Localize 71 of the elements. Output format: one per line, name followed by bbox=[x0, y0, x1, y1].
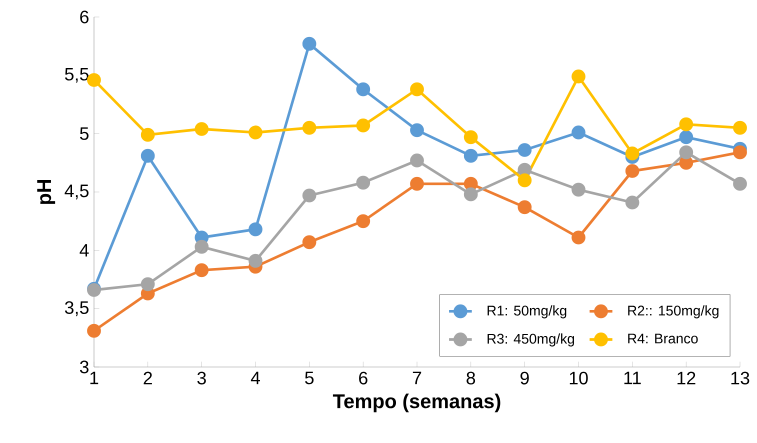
point bbox=[625, 196, 640, 210]
point bbox=[140, 128, 155, 142]
point bbox=[87, 324, 101, 338]
point bbox=[679, 117, 694, 132]
legend-label: R1: 50mg/kg bbox=[488, 305, 566, 318]
x-tick-label: 12 bbox=[678, 372, 696, 384]
x-tick-label: 1 bbox=[90, 372, 98, 384]
y-tick-label: 4,5 bbox=[64, 184, 89, 200]
point bbox=[572, 70, 586, 84]
x-tick-label: 9 bbox=[520, 372, 529, 384]
point bbox=[140, 148, 155, 163]
point bbox=[679, 156, 694, 170]
y-tick-label: 3 bbox=[80, 360, 88, 374]
point bbox=[87, 73, 101, 87]
point bbox=[302, 120, 316, 135]
point bbox=[518, 143, 532, 157]
point bbox=[410, 123, 424, 138]
point bbox=[410, 154, 424, 168]
point bbox=[625, 164, 640, 178]
point bbox=[733, 145, 747, 160]
x-tick-label: 6 bbox=[359, 372, 368, 384]
point bbox=[464, 130, 478, 144]
point bbox=[679, 130, 694, 144]
y-tick-label: 3,5 bbox=[64, 301, 89, 316]
point bbox=[410, 82, 424, 96]
legend-label: R4: Branco bbox=[628, 334, 698, 344]
y-tick-label: 5 bbox=[80, 127, 89, 140]
point bbox=[302, 188, 316, 202]
x-tick-label: 2 bbox=[144, 372, 152, 384]
x-tick-label: 4 bbox=[250, 372, 260, 384]
point bbox=[356, 82, 370, 96]
point bbox=[625, 146, 640, 160]
point bbox=[464, 176, 478, 191]
point bbox=[356, 176, 370, 190]
point bbox=[356, 214, 370, 228]
x-tick-label: 3 bbox=[197, 372, 206, 384]
point bbox=[194, 240, 209, 254]
x-tick-label: 13 bbox=[731, 372, 750, 384]
x-tick-label: 11 bbox=[624, 372, 641, 384]
point bbox=[356, 118, 370, 132]
x-tick-label: 5 bbox=[305, 372, 314, 384]
point bbox=[410, 176, 424, 191]
point bbox=[194, 122, 209, 136]
x-axis-title: Tempo (semanas) bbox=[332, 394, 500, 412]
point bbox=[248, 222, 262, 236]
point bbox=[572, 126, 586, 140]
point bbox=[464, 187, 478, 202]
point bbox=[518, 173, 532, 188]
legend-label: R2:: 150mg/kg bbox=[628, 305, 718, 318]
point bbox=[679, 145, 694, 160]
y-axis-title: pH bbox=[37, 180, 56, 204]
point bbox=[248, 254, 262, 268]
point bbox=[302, 36, 316, 51]
point bbox=[140, 277, 155, 292]
point bbox=[572, 182, 586, 197]
y-tick-label: 5,5 bbox=[64, 68, 89, 83]
point bbox=[248, 126, 262, 140]
point bbox=[302, 235, 316, 250]
y-tick-label: 4 bbox=[80, 244, 89, 257]
point bbox=[194, 263, 209, 278]
y-tick-label: 6 bbox=[80, 10, 88, 24]
point bbox=[464, 148, 478, 163]
x-tick-label: 7 bbox=[412, 372, 422, 384]
x-tick-label: 10 bbox=[570, 372, 588, 384]
point bbox=[733, 120, 747, 135]
point bbox=[518, 162, 532, 177]
point bbox=[733, 176, 747, 191]
legend-label: R3: 450mg/kg bbox=[488, 333, 574, 346]
x-tick-label: 8 bbox=[466, 372, 476, 384]
point bbox=[572, 230, 586, 244]
point bbox=[518, 200, 532, 214]
